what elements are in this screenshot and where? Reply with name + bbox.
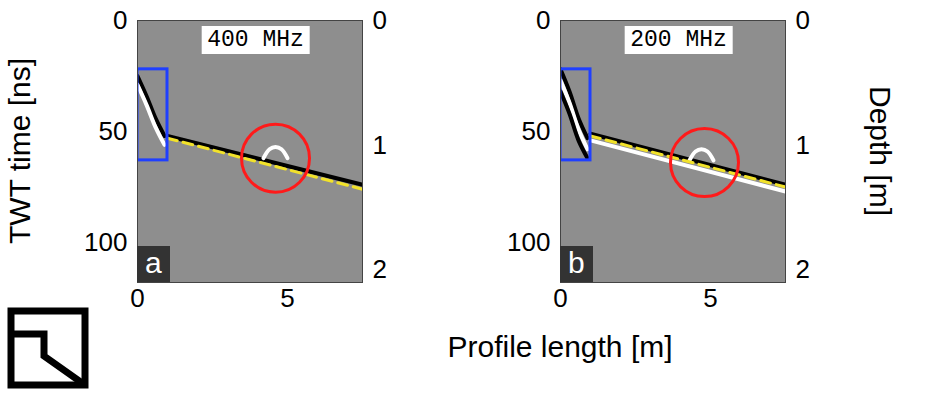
- svg-text:5: 5: [703, 283, 717, 313]
- svg-text:0: 0: [553, 283, 567, 313]
- html-text:Profile length [m]: Profile length [m]: [447, 330, 673, 363]
- svg-text:0: 0: [130, 283, 144, 313]
- html-text:400 MHz: 400 MHz: [207, 27, 304, 53]
- html-text:TWT time [ns]: TWT time [ns]: [3, 57, 36, 245]
- svg-text:0: 0: [796, 5, 810, 35]
- svg-text:0: 0: [113, 5, 127, 35]
- svg-text:1: 1: [373, 130, 387, 160]
- svg-text:5: 5: [280, 283, 294, 313]
- svg-text:2: 2: [796, 254, 810, 284]
- html-text:b: b: [568, 246, 585, 279]
- svg-text:100: 100: [84, 227, 127, 257]
- html-text:200 MHz: 200 MHz: [630, 27, 727, 53]
- svg-text:1: 1: [796, 130, 810, 160]
- html-text:a: a: [145, 246, 162, 279]
- svg-text:50: 50: [522, 116, 551, 146]
- svg-text:2: 2: [373, 254, 387, 284]
- svg-text:50: 50: [99, 116, 128, 146]
- svg-text:100: 100: [507, 227, 550, 257]
- svg-text:0: 0: [536, 5, 550, 35]
- svg-text:0: 0: [373, 5, 387, 35]
- html-text:Depth [m]: Depth [m]: [864, 86, 897, 216]
